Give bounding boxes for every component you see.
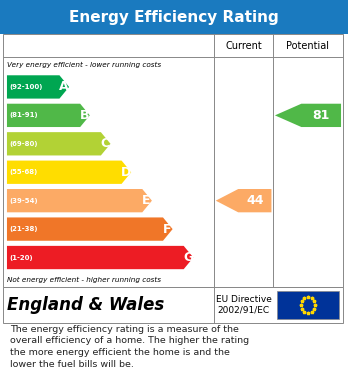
Text: England & Wales: England & Wales bbox=[7, 296, 164, 314]
Polygon shape bbox=[7, 246, 193, 269]
Polygon shape bbox=[216, 189, 271, 212]
Text: A: A bbox=[59, 81, 69, 93]
Text: C: C bbox=[101, 137, 110, 150]
Text: The energy efficiency rating is a measure of the
overall efficiency of a home. T: The energy efficiency rating is a measur… bbox=[10, 325, 250, 369]
Text: (92-100): (92-100) bbox=[10, 84, 43, 90]
Text: F: F bbox=[163, 222, 172, 236]
Text: (39-54): (39-54) bbox=[10, 198, 38, 204]
Text: Current: Current bbox=[225, 41, 262, 51]
Text: Very energy efficient - lower running costs: Very energy efficient - lower running co… bbox=[7, 62, 161, 68]
Polygon shape bbox=[275, 104, 341, 127]
Polygon shape bbox=[7, 104, 90, 127]
Text: D: D bbox=[121, 166, 131, 179]
Polygon shape bbox=[7, 132, 111, 156]
Text: (81-91): (81-91) bbox=[10, 112, 38, 118]
Text: G: G bbox=[183, 251, 193, 264]
Bar bbox=[3, 34, 343, 287]
Bar bbox=[277, 291, 339, 319]
Polygon shape bbox=[7, 75, 69, 99]
Bar bbox=[0, 0, 348, 34]
Bar bbox=[3, 287, 343, 323]
Text: E: E bbox=[142, 194, 151, 207]
Text: Potential: Potential bbox=[286, 41, 330, 51]
Text: B: B bbox=[80, 109, 89, 122]
Text: EU Directive
2002/91/EC: EU Directive 2002/91/EC bbox=[216, 295, 271, 315]
Text: 81: 81 bbox=[313, 109, 330, 122]
Polygon shape bbox=[7, 161, 131, 184]
Text: (69-80): (69-80) bbox=[10, 141, 38, 147]
Text: (55-68): (55-68) bbox=[10, 169, 38, 175]
Polygon shape bbox=[7, 217, 173, 241]
Text: (1-20): (1-20) bbox=[10, 255, 33, 260]
Polygon shape bbox=[7, 189, 152, 212]
Text: (21-38): (21-38) bbox=[10, 226, 38, 232]
Text: Not energy efficient - higher running costs: Not energy efficient - higher running co… bbox=[7, 276, 161, 283]
Text: 44: 44 bbox=[246, 194, 263, 207]
Text: Energy Efficiency Rating: Energy Efficiency Rating bbox=[69, 10, 279, 25]
